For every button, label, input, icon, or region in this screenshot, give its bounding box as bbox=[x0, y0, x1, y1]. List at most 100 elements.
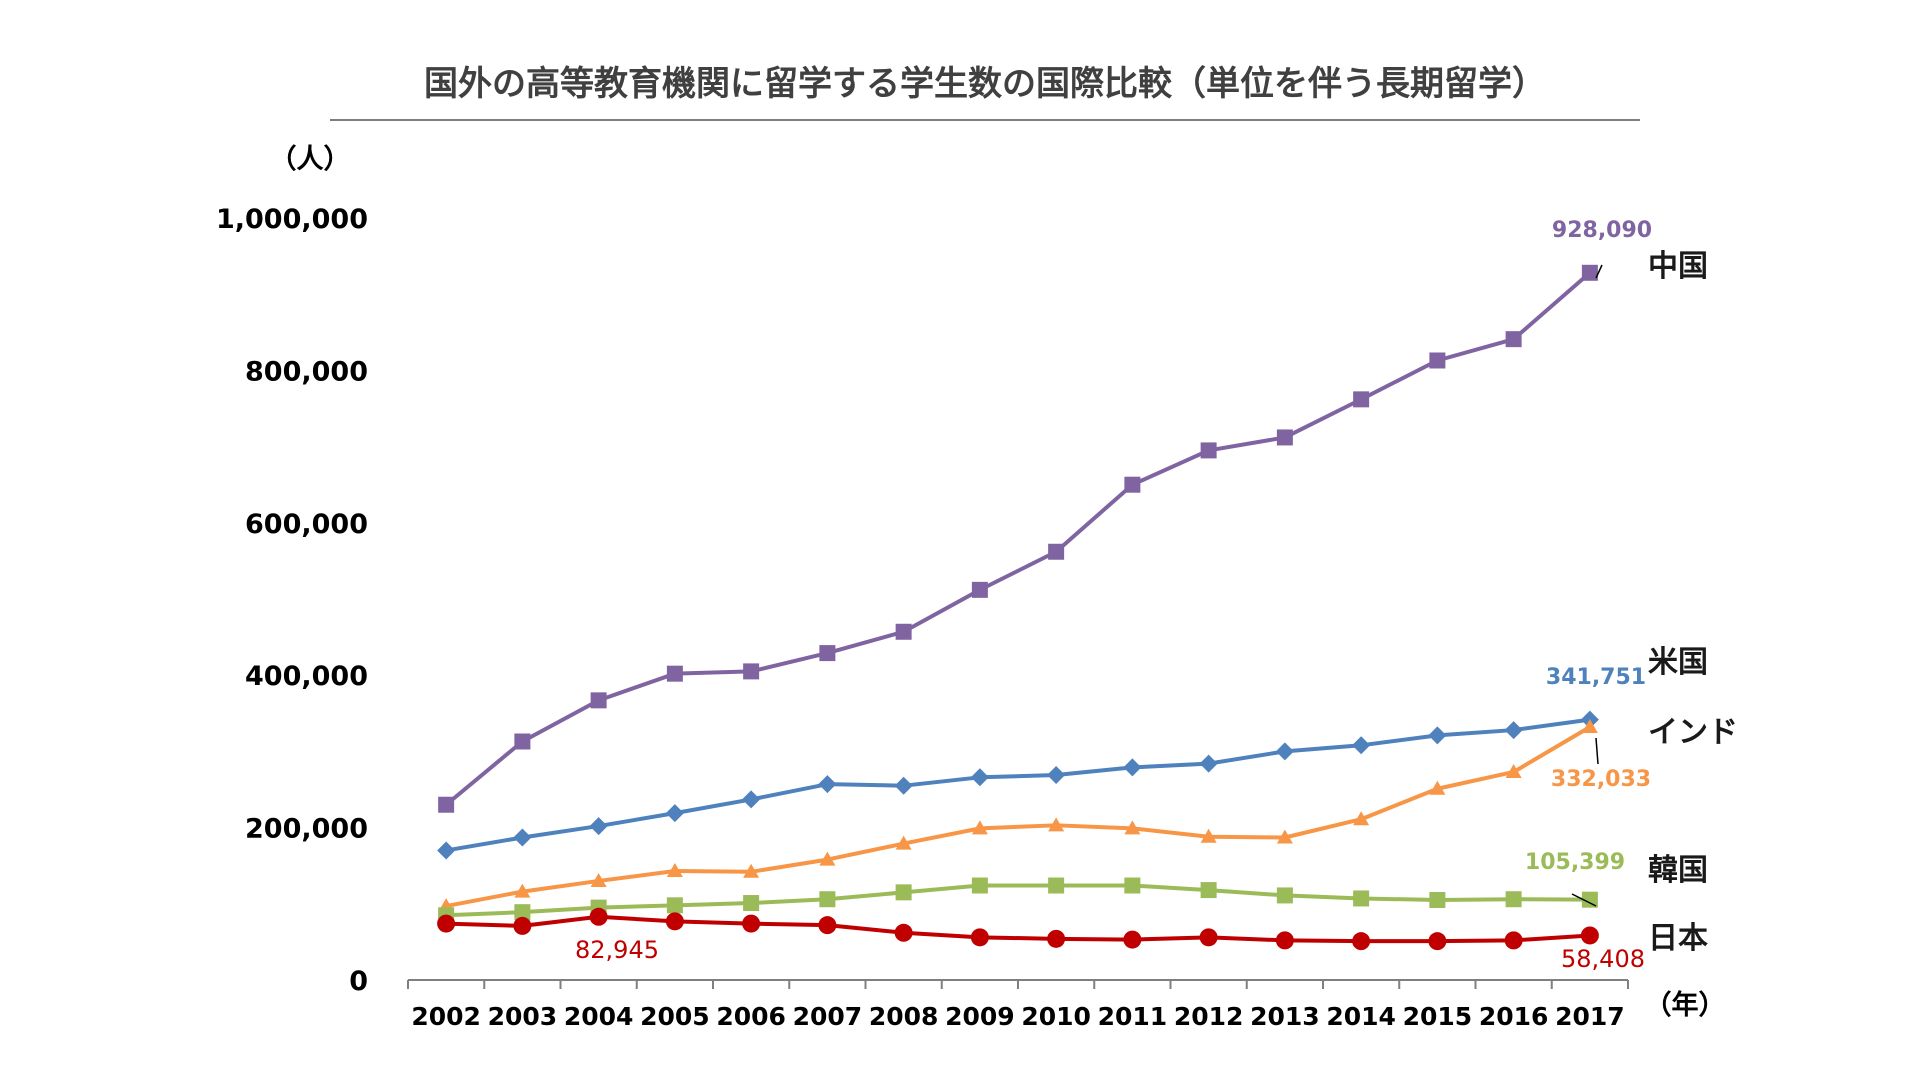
data-point-triangle bbox=[1581, 718, 1598, 733]
data-point-square bbox=[743, 663, 760, 680]
series-4 bbox=[437, 907, 1599, 951]
data-point-square bbox=[1276, 429, 1293, 446]
series-line bbox=[446, 883, 1590, 918]
data-point-triangle bbox=[895, 835, 912, 850]
series-1 bbox=[437, 710, 1599, 860]
x-tick-label: 2004 bbox=[564, 1002, 634, 1031]
chart-title: 国外の高等教育機関に留学する学生数の国際比較（単位を伴う長期留学） bbox=[330, 56, 1640, 121]
data-point-square bbox=[1200, 442, 1217, 459]
data-point-circle bbox=[894, 923, 913, 942]
x-tick-label: 2011 bbox=[1098, 1002, 1168, 1031]
data-point-square bbox=[1581, 891, 1598, 908]
x-tick-label: 2014 bbox=[1326, 1002, 1396, 1031]
y-tick-label: 1,000,000 bbox=[216, 204, 368, 235]
x-tick-label: 2003 bbox=[488, 1002, 558, 1031]
data-point-square bbox=[819, 645, 836, 662]
y-tick-label: 0 bbox=[349, 966, 368, 997]
series-0 bbox=[438, 264, 1598, 813]
data-point-square bbox=[1200, 882, 1217, 899]
x-axis-unit-label: （年） bbox=[1645, 989, 1726, 1021]
data-point-square bbox=[666, 897, 683, 914]
data-point-square bbox=[438, 796, 455, 813]
x-tick-label: 2012 bbox=[1174, 1002, 1244, 1031]
data-point-square bbox=[1353, 890, 1370, 907]
data-point-square bbox=[1124, 877, 1141, 894]
y-tick-label: 400,000 bbox=[245, 661, 368, 692]
data-point-square bbox=[514, 904, 531, 921]
data-point-circle bbox=[589, 907, 608, 926]
data-point-triangle bbox=[1048, 817, 1065, 832]
data-point-square bbox=[590, 692, 607, 709]
data-point-square bbox=[666, 665, 683, 682]
data-point-circle bbox=[1428, 932, 1447, 951]
annotation-leader-line bbox=[1571, 893, 1597, 907]
data-point-square bbox=[819, 891, 836, 908]
series-line bbox=[446, 914, 1591, 944]
data-point-diamond bbox=[1047, 766, 1066, 785]
data-point-diamond bbox=[1428, 726, 1447, 745]
data-point-diamond bbox=[970, 768, 989, 787]
data-point-square bbox=[971, 877, 988, 894]
data-point-triangle bbox=[666, 863, 683, 878]
data-point-square bbox=[743, 895, 760, 912]
data-value-label: 82,945 bbox=[575, 936, 659, 964]
data-point-triangle bbox=[819, 851, 836, 866]
y-tick-label: 600,000 bbox=[245, 509, 368, 540]
data-point-circle bbox=[742, 914, 761, 933]
series-name-label: 日本 bbox=[1648, 921, 1708, 956]
series-line bbox=[445, 725, 1591, 909]
data-point-triangle bbox=[743, 863, 760, 878]
data-point-circle bbox=[1352, 932, 1371, 951]
annotation-leader-line bbox=[1595, 264, 1603, 279]
series-name-label: インド bbox=[1648, 715, 1738, 750]
data-point-diamond bbox=[1199, 754, 1218, 773]
data-point-circle bbox=[818, 916, 837, 935]
data-point-circle bbox=[970, 928, 989, 947]
series-2 bbox=[438, 718, 1598, 913]
data-point-circle bbox=[513, 916, 532, 935]
data-point-circle bbox=[1123, 930, 1142, 949]
data-point-triangle bbox=[1429, 780, 1446, 795]
data-value-label: 928,090 bbox=[1552, 218, 1652, 243]
data-point-triangle bbox=[1505, 763, 1522, 778]
data-value-label: 332,033 bbox=[1551, 767, 1651, 792]
data-point-square bbox=[1276, 887, 1293, 904]
data-point-diamond bbox=[1352, 736, 1371, 755]
data-point-square bbox=[1505, 891, 1522, 908]
series-name-label: 中国 bbox=[1648, 249, 1708, 284]
data-point-square bbox=[1048, 543, 1065, 560]
data-point-triangle bbox=[514, 883, 531, 898]
x-tick-label: 2002 bbox=[411, 1002, 481, 1031]
x-tick-label: 2015 bbox=[1403, 1002, 1473, 1031]
data-point-circle bbox=[1047, 929, 1066, 948]
x-tick-label: 2007 bbox=[793, 1002, 863, 1031]
x-tick-label: 2017 bbox=[1555, 1002, 1625, 1031]
data-point-diamond bbox=[437, 841, 456, 860]
data-point-diamond bbox=[1504, 721, 1523, 740]
data-point-square bbox=[1429, 352, 1446, 369]
data-point-square bbox=[1353, 391, 1370, 408]
x-tick-label: 2005 bbox=[640, 1002, 710, 1031]
x-tick-label: 2008 bbox=[869, 1002, 939, 1031]
data-point-square bbox=[1048, 877, 1065, 894]
data-point-square bbox=[971, 581, 988, 598]
data-point-circle bbox=[665, 912, 684, 931]
series-line bbox=[444, 271, 1592, 807]
data-point-triangle bbox=[971, 820, 988, 835]
data-point-triangle bbox=[590, 872, 607, 887]
x-tick-label: 2006 bbox=[716, 1002, 786, 1031]
data-point-square bbox=[1505, 331, 1522, 348]
y-tick-label: 800,000 bbox=[245, 356, 368, 387]
data-point-circle bbox=[1580, 926, 1599, 945]
data-point-square bbox=[895, 623, 912, 640]
data-value-label: 105,399 bbox=[1525, 850, 1625, 875]
series-name-label: 米国 bbox=[1648, 645, 1708, 680]
x-tick-label: 2016 bbox=[1479, 1002, 1549, 1031]
data-point-square bbox=[1429, 891, 1446, 908]
data-point-diamond bbox=[894, 776, 913, 795]
data-point-square bbox=[1124, 476, 1141, 493]
data-point-triangle bbox=[1276, 829, 1293, 844]
data-point-square bbox=[895, 884, 912, 901]
y-axis-unit-label: （人） bbox=[270, 144, 351, 175]
